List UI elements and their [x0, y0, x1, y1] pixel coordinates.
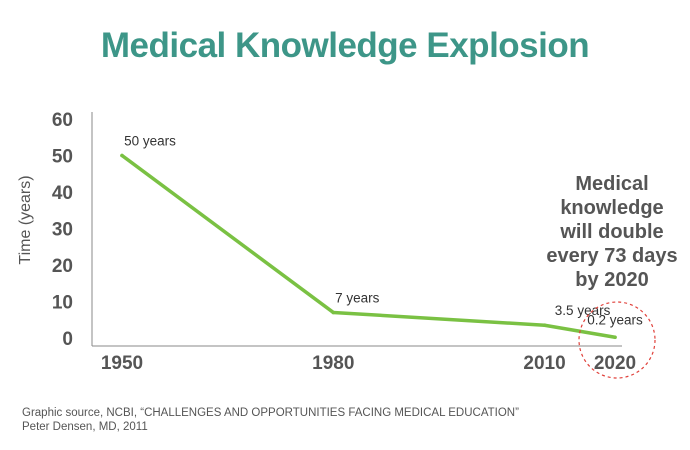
y-tick-label: 20	[52, 256, 73, 277]
y-axis-label: Time (years)	[17, 175, 34, 264]
source-line: Peter Densen, MD, 2011	[22, 421, 148, 433]
x-axis-ticks: 1950 1980 2010 2020	[101, 353, 636, 374]
highlight-circle	[578, 301, 656, 379]
callout-line: by 2020	[575, 269, 649, 291]
callout-line: knowledge	[560, 197, 664, 219]
source-line: Graphic source, NCBI, “CHALLENGES AND OP…	[22, 407, 519, 419]
data-point	[120, 153, 124, 158]
chart-title: Medical Knowledge Explosion	[100, 26, 590, 65]
data-label: 50 years	[124, 134, 176, 149]
x-tick-label: 1980	[312, 353, 354, 374]
y-tick-label: 30	[52, 220, 73, 241]
data-point	[331, 310, 336, 315]
data-label: 3.5 years	[555, 303, 611, 318]
data-point	[542, 323, 547, 328]
y-tick-label: 60	[52, 110, 73, 131]
y-tick-label: 50	[52, 147, 73, 168]
x-tick-label: 2010	[523, 353, 565, 374]
data-point	[613, 335, 617, 340]
callout-text: Medical knowledge will double every 73 d…	[538, 172, 686, 292]
y-tick-label: 40	[52, 183, 73, 204]
data-label: 0.2 years	[587, 312, 643, 327]
callout-line: every 73 days	[546, 245, 678, 267]
data-label: 7 years	[335, 290, 380, 305]
y-axis-ticks: 0 10 20 30 40 50 60	[52, 110, 73, 350]
callout-line: Medical	[575, 173, 649, 195]
y-tick-label: 10	[52, 293, 73, 314]
y-tick-label: 0	[62, 329, 73, 350]
x-tick-label: 2020	[594, 353, 636, 374]
source-note: Graphic source, NCBI, “CHALLENGES AND OP…	[22, 406, 519, 434]
x-tick-label: 1950	[101, 353, 143, 374]
callout-line: will double	[560, 221, 664, 243]
